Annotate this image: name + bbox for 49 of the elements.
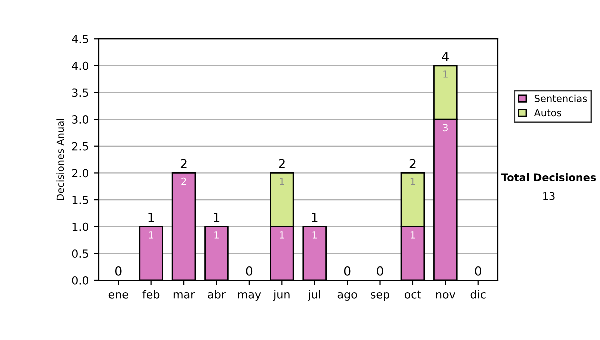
total-label: 0 <box>246 266 253 276</box>
x-tick-label: jun <box>273 290 290 301</box>
total-label: 1 <box>312 212 318 222</box>
y-tick-label: 1.0 <box>72 222 89 232</box>
y-tick-label: 4.5 <box>72 35 88 44</box>
x-tick-label: nov <box>436 292 456 299</box>
x-tick-label: oct <box>404 290 422 299</box>
y-axis-title: Decisiones Anual <box>56 119 64 200</box>
x-tick-label: sep <box>371 292 390 301</box>
x-tick-label: ago <box>338 292 358 301</box>
total-label: 0 <box>344 266 351 276</box>
data-label: 1 <box>149 232 154 239</box>
total-label: 2 <box>410 159 416 168</box>
y-tick-label: 0.0 <box>72 276 89 285</box>
data-label: 1 <box>444 70 448 78</box>
y-tick-label: 2.5 <box>72 142 88 151</box>
data-label: 1 <box>410 232 416 239</box>
y-tick-label: 3.0 <box>72 116 89 124</box>
total-label: 1 <box>214 212 220 222</box>
x-tick-label: may <box>238 292 262 301</box>
y-tick-label: 1.5 <box>72 196 88 204</box>
x-tick-label: dic <box>470 290 486 299</box>
x-tick-label: abr <box>208 290 226 299</box>
total-label: 4 <box>442 52 449 62</box>
data-label: 1 <box>280 232 284 239</box>
legend-label: Sentencias <box>534 94 588 102</box>
data-label: 2 <box>182 178 186 186</box>
total-label: 0 <box>475 266 482 276</box>
x-tick-label: feb <box>142 290 160 299</box>
total-label: 1 <box>148 212 154 222</box>
data-label: 3 <box>443 124 448 132</box>
y-tick-label: 3.5 <box>72 88 88 98</box>
text: Total Decisiones <box>501 173 596 182</box>
y-tick-label: 2.0 <box>72 169 89 178</box>
x-tick-label: mar <box>174 292 196 299</box>
y-tick-label: 4.0 <box>72 62 89 70</box>
x-tick-label: jul <box>308 290 320 301</box>
x-tick-label: ene <box>108 292 128 299</box>
total-label: 0 <box>377 266 384 276</box>
data-label: 1 <box>214 232 219 239</box>
legend-label: Autos <box>534 109 562 117</box>
total-label: 0 <box>115 266 122 276</box>
data-label: 1 <box>312 232 318 239</box>
text: 13 <box>544 192 555 200</box>
data-label: 1 <box>280 178 284 186</box>
total-label: 2 <box>180 159 187 168</box>
data-label: 1 <box>410 178 416 186</box>
y-tick-label: 0.5 <box>72 250 88 258</box>
total-label: 2 <box>279 159 285 168</box>
